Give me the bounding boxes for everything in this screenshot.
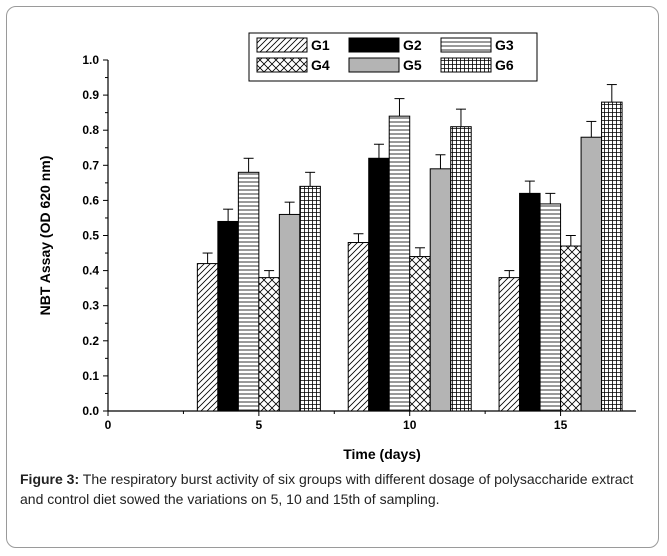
bar-g4-day-10: [409, 256, 431, 412]
legend-swatch-g2: [348, 37, 400, 53]
legend-label-g4: G4: [311, 57, 330, 73]
legend-swatch-g3: [440, 37, 492, 53]
bar-g6-day-15: [601, 101, 623, 412]
y-tick-label: 0.9: [82, 88, 99, 102]
bar-g2-day-5: [217, 220, 239, 412]
bar-g3-day-15: [539, 203, 562, 412]
y-tick-label: 0.8: [82, 123, 99, 137]
legend-swatch-g6: [440, 57, 492, 73]
bar-g1-day-10: [347, 242, 370, 412]
y-tick-label: 0.2: [82, 334, 99, 348]
bar-g6-day-10: [450, 126, 472, 412]
y-tick-label: 0.1: [82, 369, 99, 383]
legend-label-g5: G5: [403, 57, 422, 73]
bar-g3-day-5: [237, 171, 260, 412]
bar-chart: 0.0 0.1 0.2 0.3 0.4 0.5 0.6 0.7 0.8 0.9 1.0 0 5 10 15 T…: [37, 32, 636, 462]
legend-swatch-g1: [256, 37, 308, 53]
bar-g6-day-5: [299, 185, 321, 412]
x-axis-title: Time (days): [343, 446, 421, 462]
caption-label: Figure 3:: [20, 471, 80, 487]
x-tick-label: 5: [256, 418, 263, 432]
legend-swatch-g4: [256, 57, 308, 73]
bar-g5-day-10: [429, 168, 452, 412]
bar-g2-day-10: [368, 157, 390, 412]
legend-label-g2: G2: [403, 37, 422, 53]
bar-g1-day-15: [498, 277, 521, 412]
y-tick-label: 0.3: [82, 299, 99, 313]
legend-label-g3: G3: [495, 37, 514, 53]
y-tick-label: 0.7: [82, 158, 99, 172]
y-axis-title: NBT Assay (OD 620 nm): [37, 156, 53, 316]
bar-g5-day-5: [278, 213, 301, 412]
legend-label-g6: G6: [495, 57, 514, 73]
y-tick-label: 0.0: [82, 404, 99, 418]
y-tick-label: 1.0: [82, 53, 99, 67]
y-tick-label: 0.5: [82, 229, 99, 243]
x-tick-label: 15: [554, 418, 568, 432]
bar-g4-day-5: [258, 277, 280, 412]
y-tick-label: 0.4: [82, 264, 99, 278]
x-tick-label: 0: [105, 418, 112, 432]
bar-g1-day-5: [196, 263, 219, 412]
y-tick-label: 0.6: [82, 193, 99, 207]
legend-label-g1: G1: [311, 37, 330, 53]
bar-g3-day-10: [388, 115, 411, 412]
bar-g2-day-15: [519, 192, 541, 412]
figure-caption: Figure 3: The respiratory burst activity…: [20, 469, 650, 509]
x-tick-label: 10: [403, 418, 417, 432]
caption-text: The respiratory burst activity of six gr…: [20, 471, 634, 507]
bar-g4-day-15: [560, 245, 582, 412]
legend-swatch-g5: [348, 57, 400, 73]
bar-g5-day-15: [580, 136, 603, 412]
